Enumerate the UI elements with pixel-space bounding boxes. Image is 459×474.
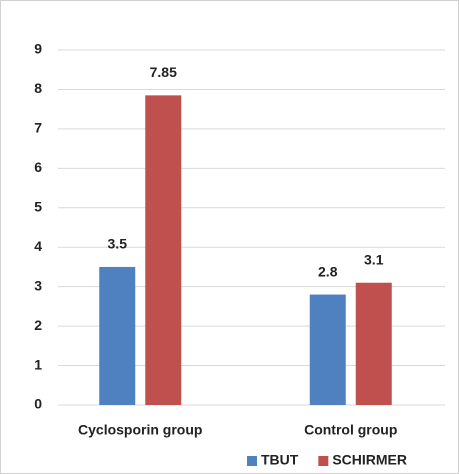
y-tick-label: 4 [34, 238, 42, 254]
legend-label: TBUT [261, 452, 299, 468]
data-label: 7.85 [150, 64, 177, 80]
data-label: 2.8 [318, 263, 338, 279]
y-tick-label: 5 [34, 198, 42, 214]
x-tick-label: Cyclosporin group [78, 422, 202, 438]
x-tick-label: Control group [304, 422, 397, 438]
legend-swatch [247, 456, 257, 466]
y-tick-label: 9 [34, 41, 42, 57]
bar [309, 294, 346, 405]
bar [99, 266, 136, 405]
y-tick-label: 2 [34, 317, 42, 333]
bar [355, 282, 392, 405]
y-tick-label: 0 [34, 396, 42, 412]
bar [145, 95, 182, 405]
y-tick-label: 1 [34, 356, 42, 372]
data-label: 3.1 [364, 251, 384, 267]
y-tick-label: 6 [34, 159, 42, 175]
data-label: 3.5 [108, 236, 128, 252]
y-tick-label: 7 [34, 120, 42, 136]
y-tick-label: 3 [34, 277, 42, 293]
legend-label: SCHIRMER [332, 452, 407, 468]
y-tick-label: 8 [34, 80, 42, 96]
legend-swatch [318, 456, 329, 466]
